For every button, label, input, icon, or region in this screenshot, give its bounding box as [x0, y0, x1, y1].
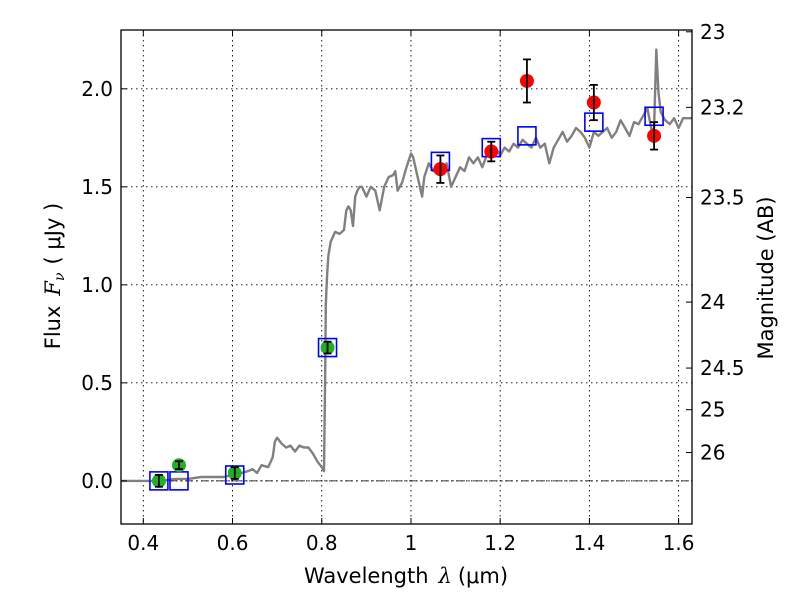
- x-axis-label-text: Wavelength: [304, 564, 429, 588]
- right-tick-label: 24.5: [700, 356, 745, 380]
- model-photometry-box: [517, 126, 537, 146]
- model-photometry-box: [317, 337, 338, 358]
- grid: [121, 30, 692, 524]
- y-tick-label: 1.5: [81, 175, 113, 199]
- right-tick-label: 26: [700, 441, 725, 465]
- x-tick-label: 0.8: [306, 531, 338, 555]
- model-sed-line: [121, 48, 692, 483]
- y-tick-label: 1.0: [81, 273, 113, 297]
- right-tick-label: 23.2: [700, 95, 745, 119]
- y-axis-label-subscript: ν: [52, 272, 68, 281]
- right-tick-label: 24: [700, 290, 725, 314]
- y-axis-label: Flux Fν ( μJy ): [41, 203, 68, 349]
- y-axis-label-unit: ( μJy ): [41, 203, 65, 265]
- x-tick-label: 0.6: [217, 531, 249, 555]
- plot-frame: [120, 29, 693, 525]
- x-axis-label: Wavelength λ (μm): [304, 564, 508, 588]
- model-photometry-box: [149, 471, 169, 491]
- x-tick-label: 0.4: [127, 531, 159, 555]
- y-tick-label: 0.0: [81, 469, 113, 493]
- x-tick-label: 1: [405, 531, 418, 555]
- y-tick-label: 0.5: [81, 371, 113, 395]
- y-tick-label: 2.0: [81, 77, 113, 101]
- axis-ticks: 0.4 0.6 0.8 1 1.2 1.4 1.6 0.0 0.5 1.0 1.5 2.0 23 23.2…: [81, 20, 744, 555]
- model-photometry-box: [224, 465, 245, 485]
- y-axis-label-text: Flux: [41, 306, 65, 350]
- right-tick-label: 23: [700, 20, 725, 44]
- right-axis-label: Magnitude (AB): [754, 196, 778, 359]
- right-tick-label: 23.5: [700, 186, 745, 210]
- data-points: [151, 58, 662, 488]
- x-axis-label-symbol: λ: [438, 564, 452, 588]
- x-tick-label: 1.2: [484, 531, 516, 555]
- model-photometry-boxes: [149, 106, 664, 491]
- x-tick-label: 1.6: [663, 531, 695, 555]
- y-axis-label-symbol: F: [41, 280, 65, 297]
- right-tick-label: 25: [700, 398, 725, 422]
- x-tick-label: 1.4: [573, 531, 605, 555]
- x-axis-label-unit: (μm): [458, 564, 508, 588]
